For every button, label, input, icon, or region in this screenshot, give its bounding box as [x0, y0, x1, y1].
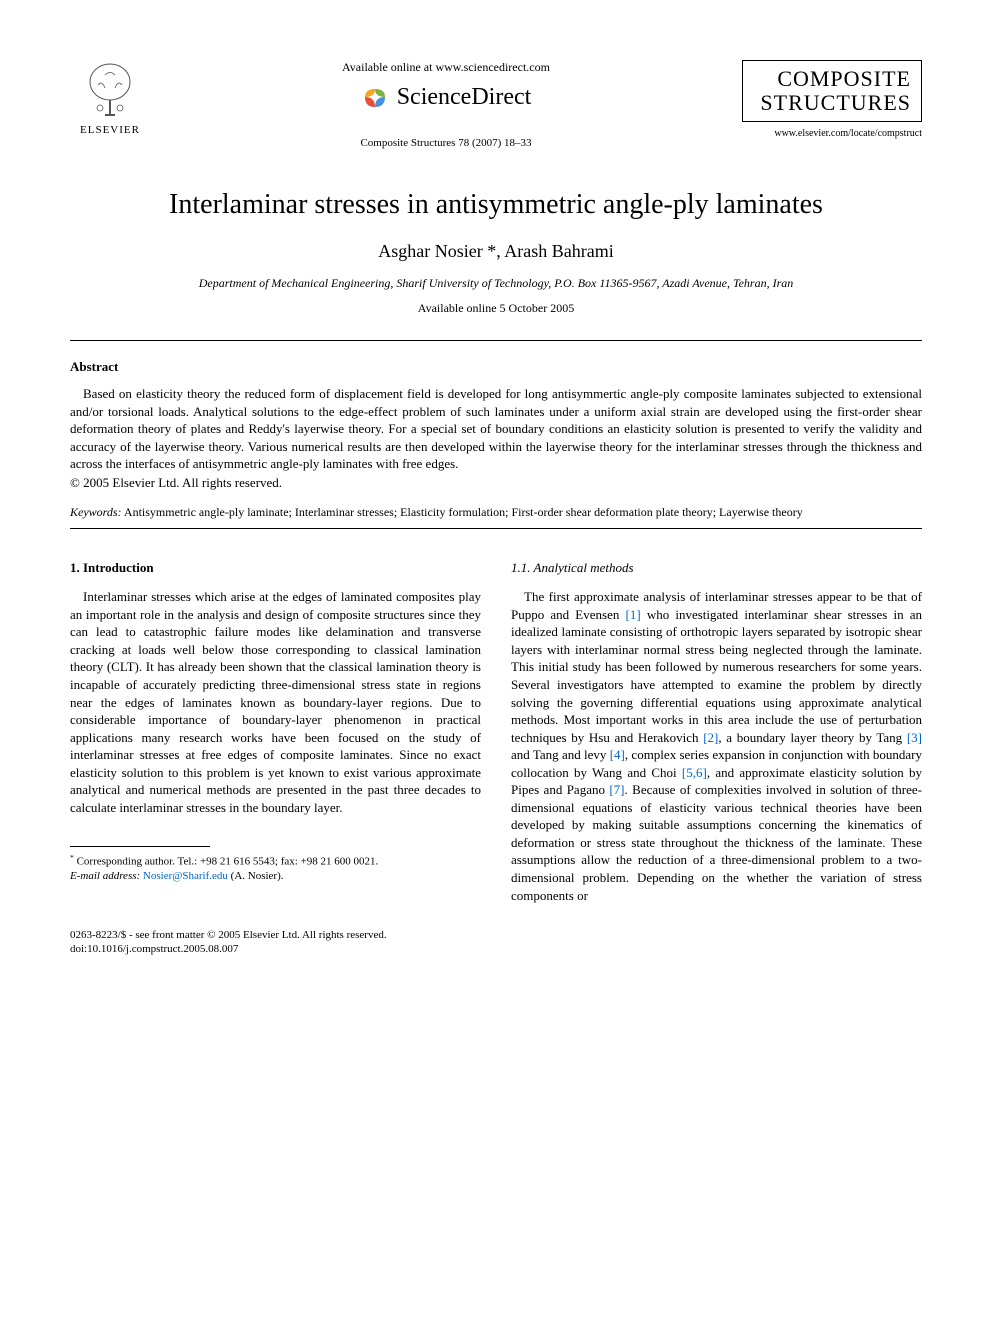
divider: [70, 340, 922, 341]
authors: Asghar Nosier *, Arash Bahrami: [70, 241, 922, 262]
section-1-heading: 1. Introduction: [70, 559, 481, 577]
elsevier-logo: ELSEVIER: [70, 60, 150, 136]
email-label: E-mail address:: [70, 870, 140, 882]
ref-link-7[interactable]: [7]: [609, 782, 624, 797]
journal-name-line1: COMPOSITE: [753, 67, 911, 91]
abstract-text: Based on elasticity theory the reduced f…: [70, 385, 922, 473]
elsevier-label: ELSEVIER: [80, 124, 140, 136]
footnote-marker: *: [70, 853, 74, 862]
affiliation: Department of Mechanical Engineering, Sh…: [70, 276, 922, 291]
footnote: * Corresponding author. Tel.: +98 21 616…: [70, 853, 481, 883]
abstract-copyright: © 2005 Elsevier Ltd. All rights reserved…: [70, 475, 922, 491]
elsevier-tree-icon: [80, 60, 140, 120]
journal-reference: Composite Structures 78 (2007) 18–33: [360, 137, 531, 149]
publication-date: Available online 5 October 2005: [70, 301, 922, 316]
paper-title: Interlaminar stresses in antisymmetric a…: [70, 189, 922, 221]
ref-link-2[interactable]: [2]: [703, 730, 718, 745]
page-footer: 0263-8223/$ - see front matter © 2005 El…: [70, 928, 922, 957]
sciencedirect-brand: ScienceDirect: [361, 83, 532, 111]
ref-link-4[interactable]: [4]: [610, 747, 625, 762]
section-1-para-1: Interlaminar stresses which arise at the…: [70, 588, 481, 816]
ref-link-1[interactable]: [1]: [626, 607, 641, 622]
right-column: 1.1. Analytical methods The first approx…: [511, 559, 922, 904]
header-row: ELSEVIER Available online at www.science…: [70, 60, 922, 149]
journal-box-wrapper: COMPOSITE STRUCTURES www.elsevier.com/lo…: [742, 60, 922, 139]
center-header: Available online at www.sciencedirect.co…: [150, 60, 742, 149]
sciencedirect-text: ScienceDirect: [397, 84, 532, 111]
sciencedirect-icon: [361, 83, 389, 111]
journal-url: www.elsevier.com/locate/compstruct: [742, 128, 922, 139]
ref-link-3[interactable]: [3]: [907, 730, 922, 745]
journal-name-line2: STRUCTURES: [753, 91, 911, 115]
journal-box: COMPOSITE STRUCTURES: [742, 60, 922, 122]
corresponding-author: Corresponding author. Tel.: +98 21 616 5…: [77, 856, 379, 868]
available-online-text: Available online at www.sciencedirect.co…: [342, 60, 550, 75]
footer-line-2: doi:10.1016/j.compstruct.2005.08.007: [70, 942, 922, 956]
email-link[interactable]: Nosier@Sharif.edu: [143, 870, 228, 882]
keywords: Keywords: Antisymmetric angle-ply lamina…: [70, 505, 922, 520]
keywords-text: Antisymmetric angle-ply laminate; Interl…: [122, 505, 803, 519]
keywords-label: Keywords:: [70, 505, 122, 519]
footer-line-1: 0263-8223/$ - see front matter © 2005 El…: [70, 928, 922, 942]
ref-link-5-6[interactable]: [5,6]: [682, 765, 707, 780]
divider: [70, 528, 922, 529]
left-column: 1. Introduction Interlaminar stresses wh…: [70, 559, 481, 904]
section-1-1-para-1: The first approximate analysis of interl…: [511, 588, 922, 904]
email-after: (A. Nosier).: [228, 870, 284, 882]
body-columns: 1. Introduction Interlaminar stresses wh…: [70, 559, 922, 904]
footnote-separator: [70, 846, 210, 847]
section-1-1-heading: 1.1. Analytical methods: [511, 559, 922, 577]
abstract-heading: Abstract: [70, 359, 922, 375]
